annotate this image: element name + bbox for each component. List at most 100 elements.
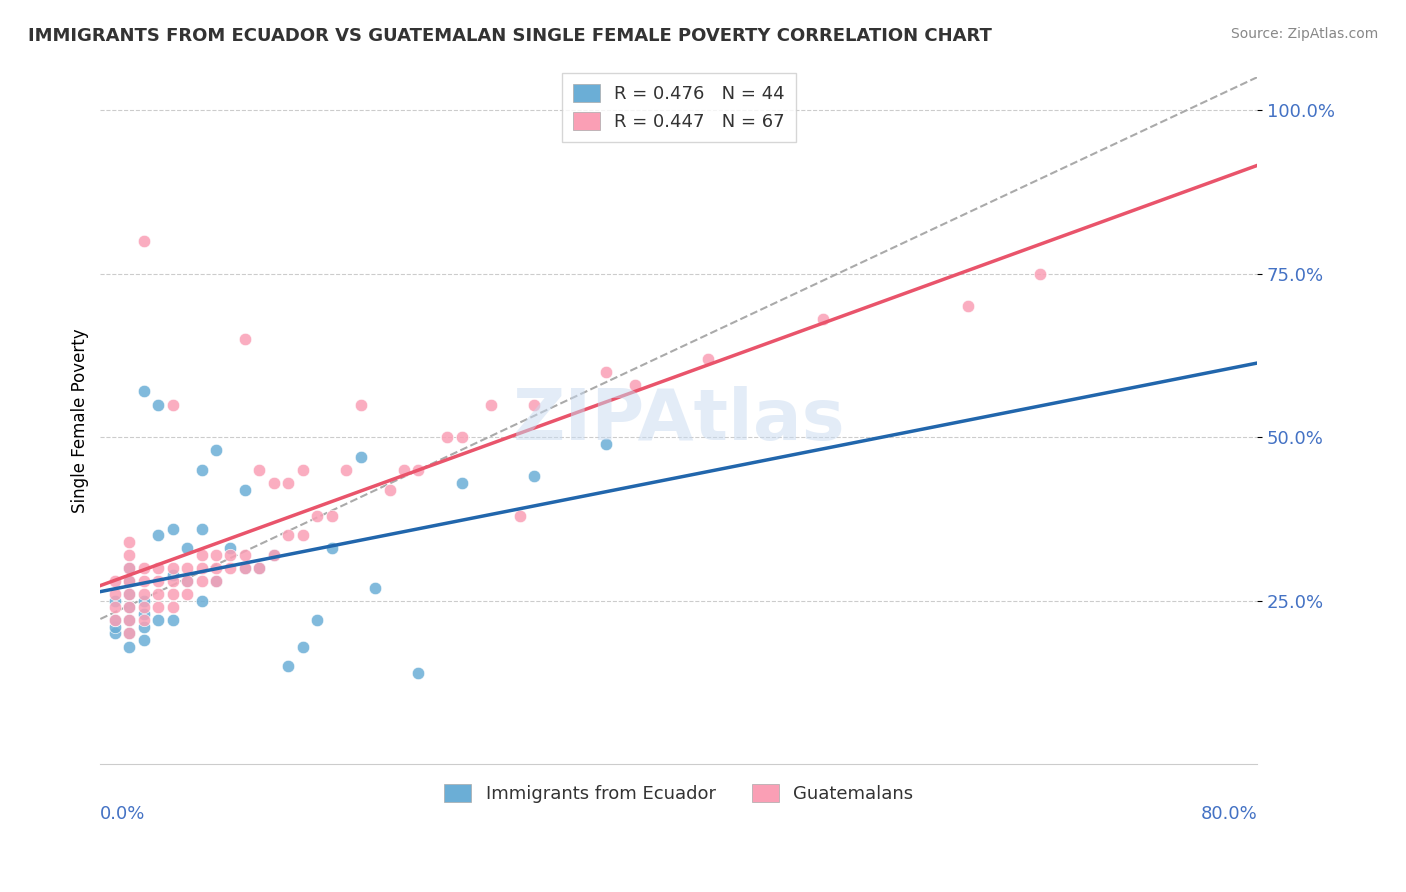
Text: 80.0%: 80.0% xyxy=(1201,805,1257,823)
Point xyxy=(132,632,155,647)
Point xyxy=(479,397,502,411)
Point xyxy=(148,397,170,411)
Point xyxy=(104,593,127,607)
Point xyxy=(813,312,835,326)
Point xyxy=(233,561,256,575)
Point xyxy=(219,541,242,556)
Point xyxy=(190,593,212,607)
Point xyxy=(205,574,228,588)
Point xyxy=(205,561,228,575)
Point xyxy=(118,613,141,627)
Point xyxy=(595,436,617,450)
Point xyxy=(132,613,155,627)
Point xyxy=(349,397,371,411)
Point xyxy=(624,377,647,392)
Point xyxy=(104,613,127,627)
Point xyxy=(132,561,155,575)
Point xyxy=(148,561,170,575)
Point xyxy=(148,587,170,601)
Point xyxy=(263,548,285,562)
Point xyxy=(162,574,184,588)
Point xyxy=(162,613,184,627)
Point xyxy=(247,561,270,575)
Point xyxy=(190,522,212,536)
Point xyxy=(118,561,141,575)
Point xyxy=(132,620,155,634)
Point xyxy=(190,574,212,588)
Point xyxy=(291,640,314,654)
Point xyxy=(247,463,270,477)
Point xyxy=(219,548,242,562)
Point xyxy=(190,463,212,477)
Point xyxy=(104,620,127,634)
Point xyxy=(233,561,256,575)
Point xyxy=(408,463,430,477)
Point xyxy=(162,587,184,601)
Point xyxy=(132,384,155,399)
Point xyxy=(190,561,212,575)
Point xyxy=(118,534,141,549)
Point xyxy=(132,587,155,601)
Point xyxy=(118,600,141,615)
Point xyxy=(118,613,141,627)
Point xyxy=(321,508,343,523)
Text: IMMIGRANTS FROM ECUADOR VS GUATEMALAN SINGLE FEMALE POVERTY CORRELATION CHART: IMMIGRANTS FROM ECUADOR VS GUATEMALAN SI… xyxy=(28,27,993,45)
Point xyxy=(148,613,170,627)
Text: Source: ZipAtlas.com: Source: ZipAtlas.com xyxy=(1230,27,1378,41)
Point xyxy=(176,587,198,601)
Point xyxy=(335,463,357,477)
Point xyxy=(523,469,546,483)
Point xyxy=(104,587,127,601)
Point xyxy=(104,626,127,640)
Point xyxy=(219,561,242,575)
Y-axis label: Single Female Poverty: Single Female Poverty xyxy=(72,328,89,513)
Point xyxy=(205,574,228,588)
Text: ZIPAtlas: ZIPAtlas xyxy=(512,386,845,455)
Point xyxy=(118,600,141,615)
Point xyxy=(148,574,170,588)
Point xyxy=(118,587,141,601)
Point xyxy=(132,600,155,615)
Point xyxy=(118,574,141,588)
Point xyxy=(162,600,184,615)
Point xyxy=(132,234,155,248)
Point xyxy=(162,561,184,575)
Point xyxy=(132,593,155,607)
Text: 0.0%: 0.0% xyxy=(100,805,146,823)
Point xyxy=(450,475,472,490)
Point xyxy=(436,430,458,444)
Point xyxy=(148,528,170,542)
Point xyxy=(176,561,198,575)
Point xyxy=(277,659,299,673)
Point xyxy=(176,541,198,556)
Point xyxy=(162,522,184,536)
Point xyxy=(104,574,127,588)
Point xyxy=(247,561,270,575)
Point xyxy=(307,613,329,627)
Point xyxy=(190,548,212,562)
Point xyxy=(1029,267,1052,281)
Point xyxy=(162,397,184,411)
Point xyxy=(321,541,343,556)
Point xyxy=(205,443,228,458)
Point xyxy=(291,528,314,542)
Point xyxy=(263,475,285,490)
Point xyxy=(148,600,170,615)
Point xyxy=(450,430,472,444)
Point xyxy=(118,587,141,601)
Point xyxy=(307,508,329,523)
Point xyxy=(118,561,141,575)
Point xyxy=(132,574,155,588)
Point xyxy=(176,574,198,588)
Point xyxy=(277,528,299,542)
Point xyxy=(509,508,531,523)
Point xyxy=(392,463,415,477)
Legend: Immigrants from Ecuador, Guatemalans: Immigrants from Ecuador, Guatemalans xyxy=(437,776,921,810)
Point xyxy=(523,397,546,411)
Point xyxy=(118,626,141,640)
Point xyxy=(956,299,979,313)
Point xyxy=(378,483,401,497)
Point xyxy=(233,483,256,497)
Point xyxy=(118,640,141,654)
Point xyxy=(118,548,141,562)
